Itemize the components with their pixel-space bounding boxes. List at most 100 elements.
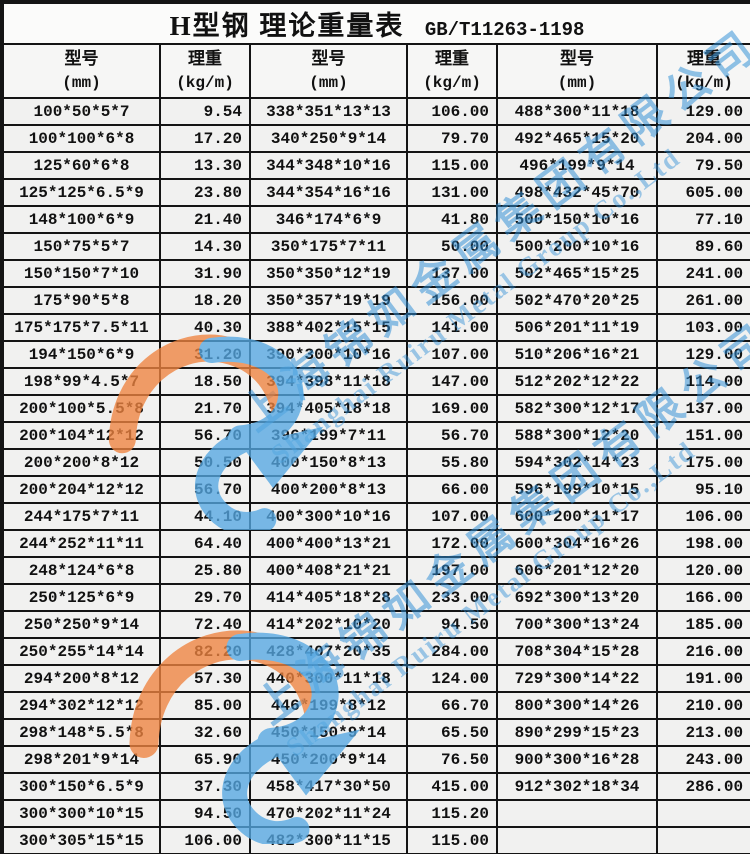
weight-cell: 77.10	[655, 205, 750, 234]
model-cell: 458*417*30*50	[249, 772, 408, 801]
weight-cell: 114.00	[655, 367, 750, 396]
weight-cell: 243.00	[655, 745, 750, 774]
weight-cell: 66.00	[406, 475, 498, 504]
weight-cell: 76.50	[406, 745, 498, 774]
model-cell: 502*470*20*25	[496, 286, 658, 315]
weight-cell: 18.50	[159, 367, 251, 396]
col-header-weight-unit: (kg/m)	[675, 73, 733, 92]
weight-cell: 204.00	[655, 124, 750, 153]
weight-cell: 216.00	[655, 637, 750, 666]
model-cell: 200*204*12*12	[1, 475, 161, 504]
model-cell: 350*350*12*19	[249, 259, 408, 288]
col-header-weight-label: 理重	[435, 49, 469, 69]
weight-cell	[655, 799, 750, 828]
table-row: 298*148*5.5*8 32.60 450*150*9*14 65.50 890*2…	[1, 718, 750, 747]
col-header-weight-unit: (kg/m)	[423, 73, 481, 92]
model-cell: 298*148*5.5*8	[1, 718, 161, 747]
column-header-row: 型号 (mm) 理重 (kg/m) 型号 (mm) 理重 (kg/m) 型号 (mm) 理重 (kg/…	[1, 43, 750, 99]
model-cell: 506*201*11*19	[496, 313, 658, 342]
model-cell: 414*405*18*28	[249, 583, 408, 612]
weight-cell: 18.20	[159, 286, 251, 315]
weight-cell: 103.00	[655, 313, 750, 342]
weight-cell: 286.00	[655, 772, 750, 801]
weight-cell: 25.80	[159, 556, 251, 585]
model-cell: 200*200*8*12	[1, 448, 161, 477]
table-row: 148*100*6*9 21.40 346*174*6*9 41.80 500*150*…	[1, 205, 750, 234]
table-row: 200*100*5.5*8 21.70 394*405*18*18 169.00 582…	[1, 394, 750, 423]
weight-cell: 115.00	[406, 151, 498, 180]
model-cell: 414*202*10*20	[249, 610, 408, 639]
weight-cell: 241.00	[655, 259, 750, 288]
table-row: 244*175*7*11 44.10 400*300*10*16 107.00 600*…	[1, 502, 750, 531]
model-cell: 400*400*13*21	[249, 529, 408, 558]
model-cell: 588*300*12*20	[496, 421, 658, 450]
title-row: H型钢 理论重量表 GB/T11263-1198	[0, 1, 750, 45]
table-row: 250*250*9*14 72.40 414*202*10*20 94.50 700*3…	[1, 610, 750, 639]
table-row: 298*201*9*14 65.90 450*200*9*14 76.50 900*30…	[1, 745, 750, 774]
weight-cell: 106.00	[159, 826, 251, 854]
model-cell: 298*201*9*14	[1, 745, 161, 774]
table-row: 250*125*6*9 29.70 414*405*18*28 233.00 692*3…	[1, 583, 750, 612]
weight-cell: 191.00	[655, 664, 750, 693]
model-cell: 175*90*5*8	[1, 286, 161, 315]
weight-cell: 129.00	[655, 340, 750, 369]
weight-cell: 41.80	[406, 205, 498, 234]
model-cell: 340*250*9*14	[249, 124, 408, 153]
weight-cell: 82.20	[159, 637, 251, 666]
model-cell: 300*305*15*15	[1, 826, 161, 854]
model-cell: 200*100*5.5*8	[1, 394, 161, 423]
model-cell: 482*300*11*15	[249, 826, 408, 854]
model-cell: 338*351*13*13	[249, 97, 408, 126]
table-row: 175*90*5*8 18.20 350*357*19*19 156.00 502*47…	[1, 286, 750, 315]
weight-cell: 185.00	[655, 610, 750, 639]
model-cell: 450*150*9*14	[249, 718, 408, 747]
model-cell: 600*200*11*17	[496, 502, 658, 531]
model-cell: 394*405*18*18	[249, 394, 408, 423]
weight-cell: 44.10	[159, 502, 251, 531]
table-body: 100*50*5*7 9.54 338*351*13*13 106.00 488*300…	[1, 97, 750, 854]
table-row: 294*200*8*12 57.30 440*300*11*18 124.00 729*…	[1, 664, 750, 693]
col-header-weight: 理重 (kg/m)	[159, 43, 251, 99]
weight-cell: 151.00	[655, 421, 750, 450]
weight-cell: 89.60	[655, 232, 750, 261]
weight-cell: 175.00	[655, 448, 750, 477]
model-cell: 125*125*6.5*9	[1, 178, 161, 207]
model-cell: 294*200*8*12	[1, 664, 161, 693]
model-cell: 194*150*6*9	[1, 340, 161, 369]
weight-cell: 50.00	[406, 232, 498, 261]
weight-cell: 115.00	[406, 826, 498, 854]
model-cell: 388*402*15*15	[249, 313, 408, 342]
table-row: 200*200*8*12 50.50 400*150*8*13 55.80 594*30…	[1, 448, 750, 477]
weight-cell: 261.00	[655, 286, 750, 315]
model-cell: 400*150*8*13	[249, 448, 408, 477]
weight-cell: 55.80	[406, 448, 498, 477]
model-cell: 470*202*11*24	[249, 799, 408, 828]
weight-cell: 129.00	[655, 97, 750, 126]
table-row: 300*150*6.5*9 37.30 458*417*30*50 415.00 912…	[1, 772, 750, 801]
weight-cell: 166.00	[655, 583, 750, 612]
model-cell: 250*250*9*14	[1, 610, 161, 639]
model-cell: 512*202*12*22	[496, 367, 658, 396]
col-header-weight: 理重 (kg/m)	[406, 43, 498, 99]
weight-cell: 21.70	[159, 394, 251, 423]
col-header-model-unit: (mm)	[557, 73, 597, 92]
table-row: 198*99*4.5*7 18.50 394*398*11*18 147.00 512*…	[1, 367, 750, 396]
weight-cell: 605.00	[655, 178, 750, 207]
model-cell: 250*125*6*9	[1, 583, 161, 612]
model-cell: 175*175*7.5*11	[1, 313, 161, 342]
weight-cell: 31.20	[159, 340, 251, 369]
weight-cell: 106.00	[655, 502, 750, 531]
col-header-weight-label: 理重	[687, 49, 722, 69]
model-cell: 890*299*15*23	[496, 718, 658, 747]
weight-cell: 137.00	[655, 394, 750, 423]
model-cell: 692*300*13*20	[496, 583, 658, 612]
table-row: 194*150*6*9 31.20 390*300*10*16 107.00 510*2…	[1, 340, 750, 369]
weight-cell: 9.54	[159, 97, 251, 126]
weight-cell: 120.00	[655, 556, 750, 585]
weight-cell: 124.00	[406, 664, 498, 693]
model-cell: 912*302*18*34	[496, 772, 658, 801]
col-header-model-label: 型号	[311, 49, 346, 69]
weight-cell: 31.90	[159, 259, 251, 288]
weight-cell: 29.70	[159, 583, 251, 612]
